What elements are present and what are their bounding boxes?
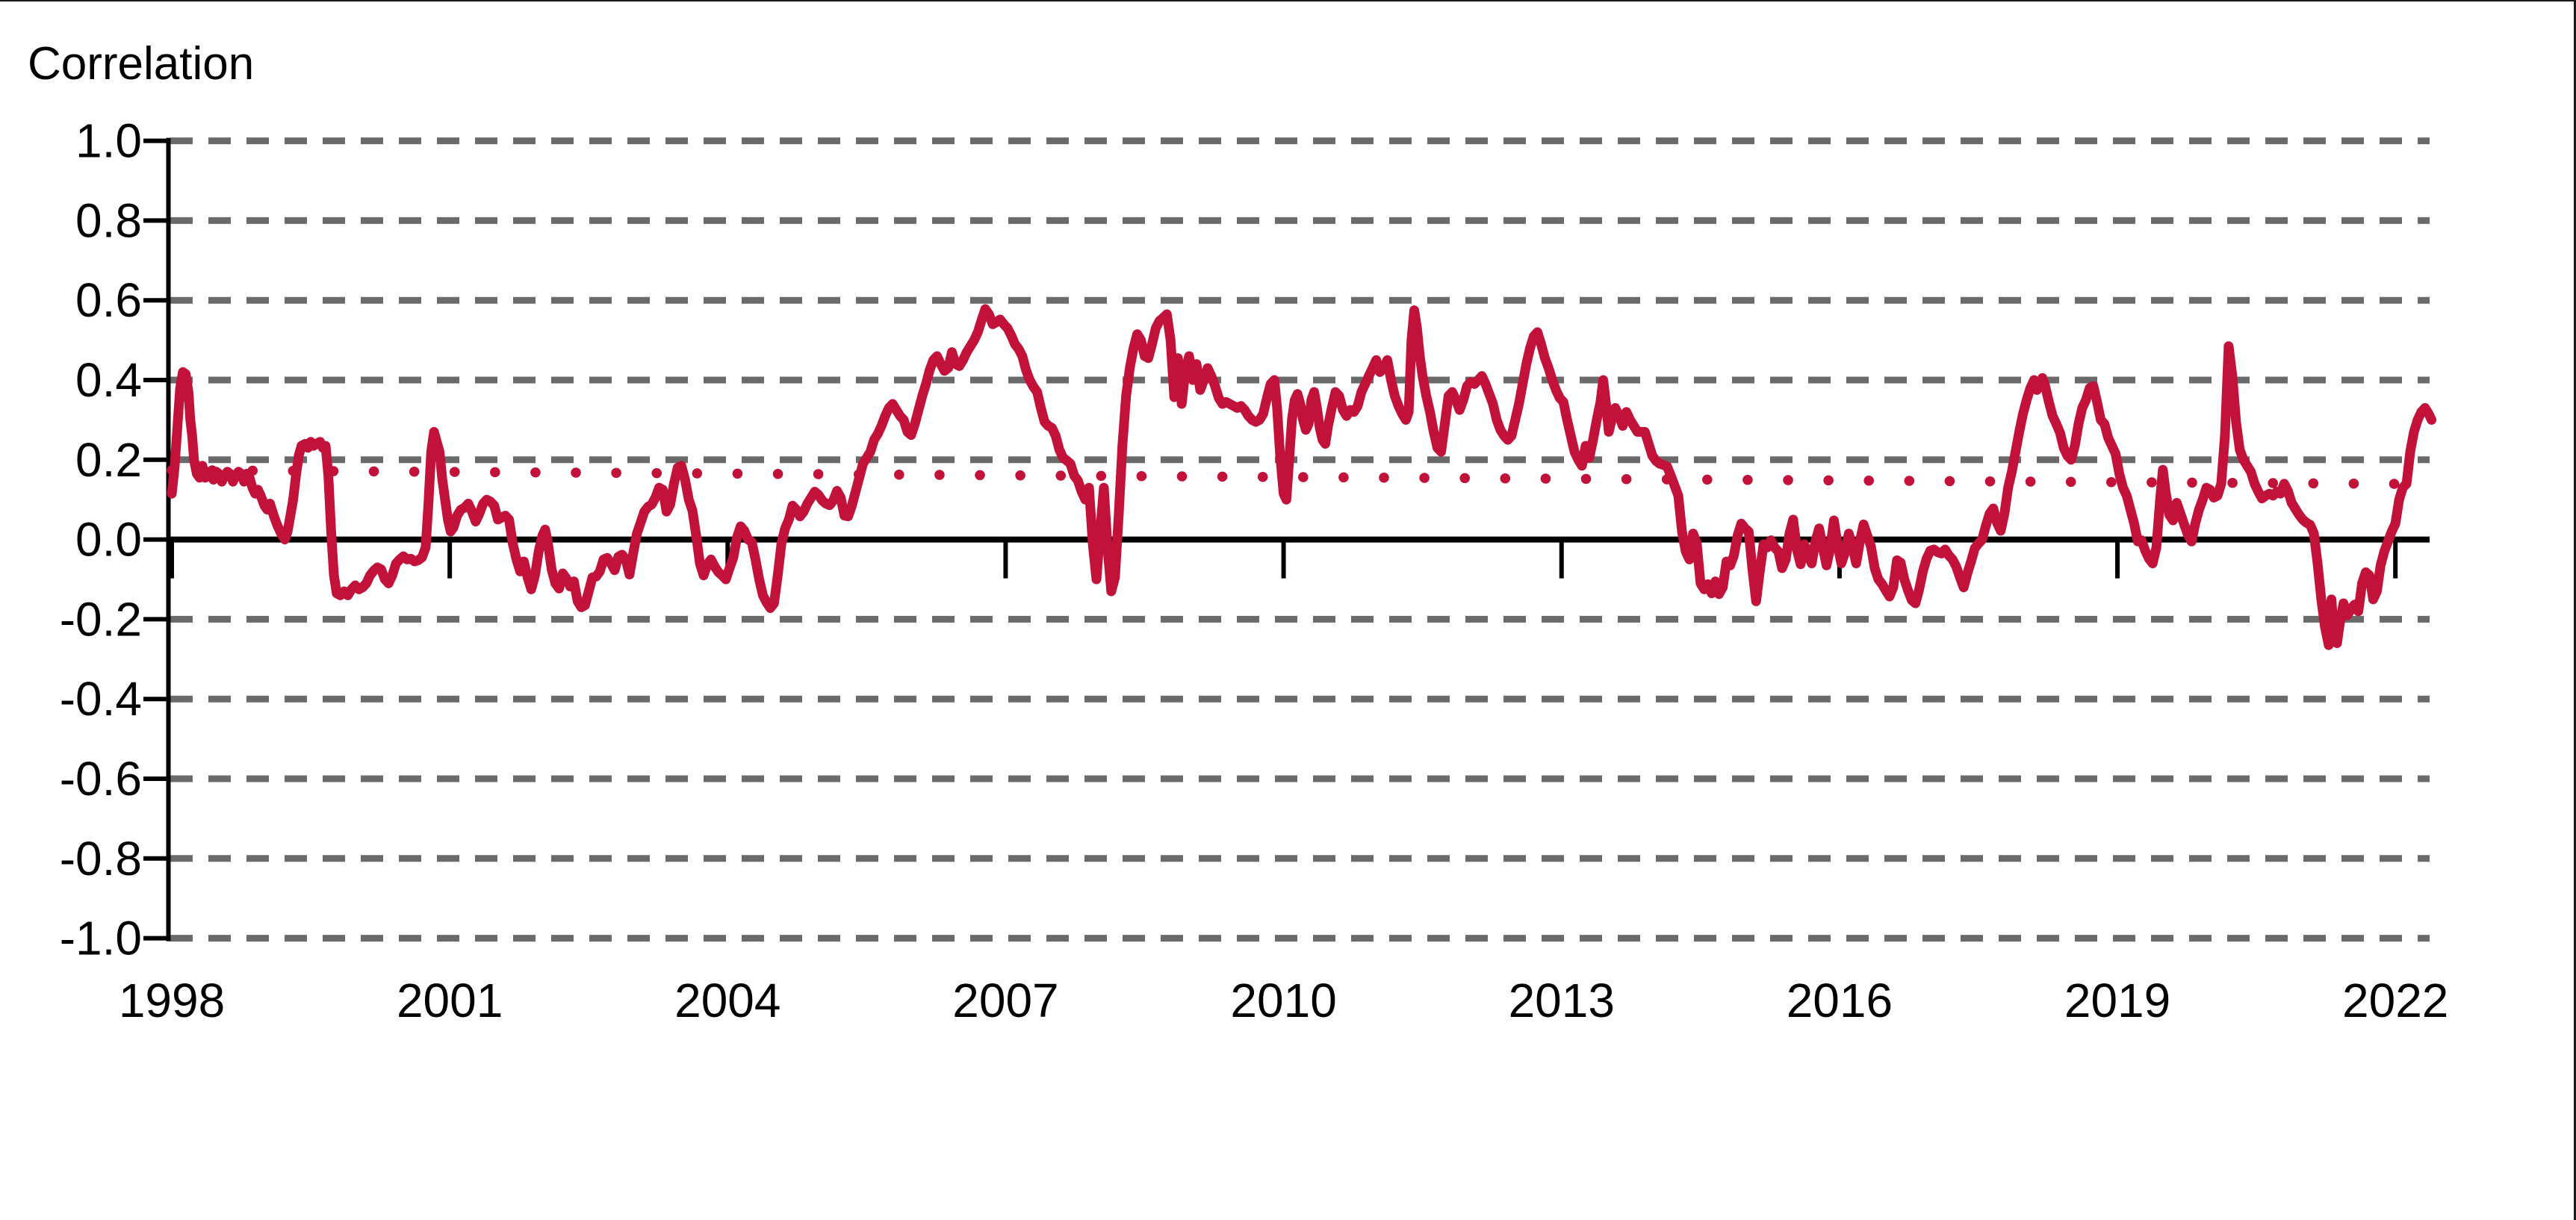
x-tick-label: 2019: [2064, 974, 2170, 1027]
y-tick-label: -1.0: [60, 912, 142, 965]
mean-dotted-line: [167, 464, 2438, 490]
x-tick-label: 2007: [952, 974, 1058, 1027]
x-tick-label: 2022: [2342, 974, 2448, 1027]
x-tick-label: 2013: [1509, 974, 1615, 1027]
y-tick-label: -0.8: [60, 832, 142, 886]
y-tick-label: -0.2: [60, 592, 142, 646]
y-tick-label: 1.0: [75, 114, 142, 168]
x-tick-label: 2010: [1230, 974, 1336, 1027]
y-tick-label: 0.6: [75, 273, 142, 327]
y-tick-label: 0.0: [75, 513, 142, 567]
correlation-series-line: [167, 304, 2437, 650]
x-tick-label: 2001: [397, 974, 503, 1027]
x-tick-label: 1998: [119, 974, 225, 1027]
chart-title: Correlation: [28, 38, 255, 90]
y-tick-label: -0.6: [60, 752, 142, 806]
x-tick-label: 2004: [674, 974, 780, 1027]
y-tick-label: 0.2: [75, 433, 142, 487]
x-tick-label: 2016: [1787, 974, 1893, 1027]
y-tick-label: 0.4: [75, 353, 142, 407]
y-tick-label: -0.4: [60, 672, 142, 726]
y-tick-label: 0.8: [75, 193, 142, 247]
